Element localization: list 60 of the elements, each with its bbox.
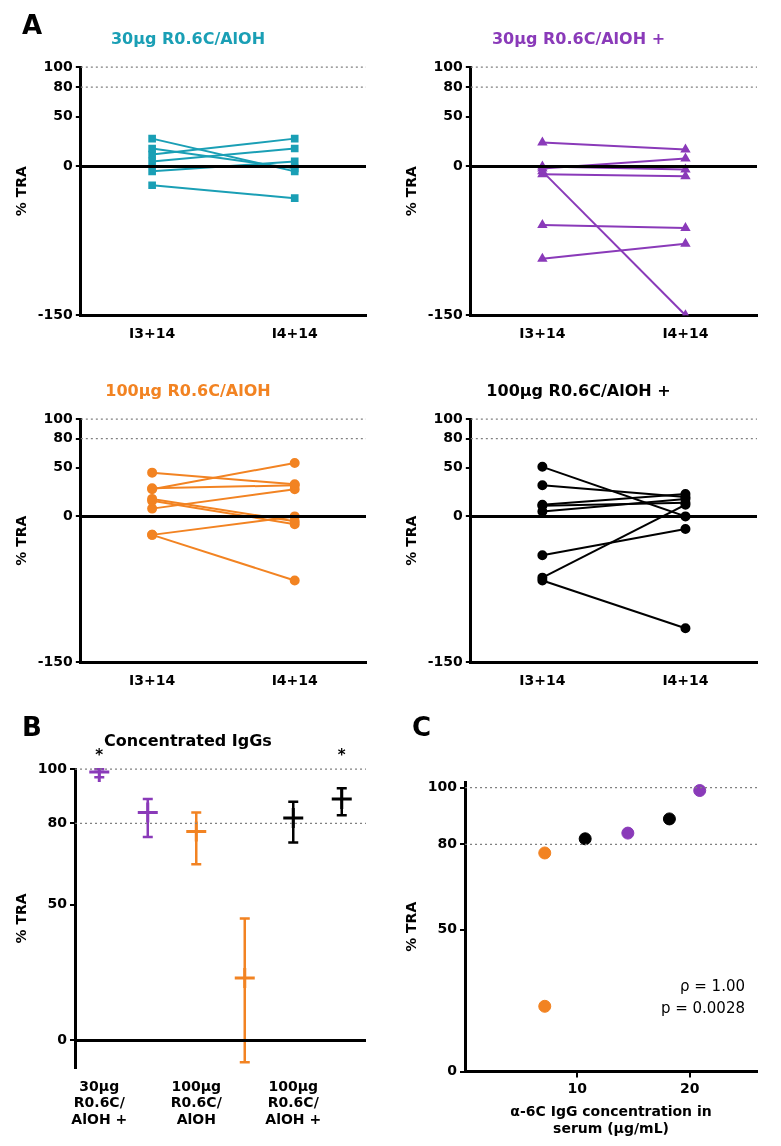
annotation: p = 0.0028 [660,999,745,1018]
x-tick-label: I4+14 [662,672,709,689]
chart-title: Concentrated IgGs [104,730,272,750]
y-tick-label: 80 [53,429,74,446]
y-tick-label: 0 [57,1031,68,1048]
text: B [22,711,42,742]
y-tick-label: 0 [63,507,74,524]
y-tick-label: 0 [453,157,464,174]
text: C [412,711,432,742]
y-tick-label: 100 [433,57,464,74]
y-tick-label: 100 [427,778,458,795]
chart-title: 100μg R0.6C/AlOH [105,380,271,400]
y-tick-label: 50 [47,895,68,912]
y-tick-label: -150 [37,305,74,322]
y-tick-label: 100 [433,409,464,426]
x-tick-label: 10 [567,1079,588,1096]
annotation: * [95,745,104,764]
y-tick-label: 100 [37,759,68,776]
y-tick-label: 0 [447,1062,458,1079]
chart-title: 30μg R0.6C/AlOH [110,28,266,48]
y-axis-title: % TRA [13,166,30,217]
y-tick-label: 80 [437,835,458,852]
x-tick-label: I3+14 [129,325,176,342]
x-tick-label: I4+14 [271,672,319,689]
y-tick-label: -150 [37,652,74,669]
y-tick-label: 50 [53,107,74,124]
x-tick-label: 100μg R0.6C/AlOH [170,1077,223,1128]
chart-title: 30μg R0.6C/AlOH + [491,28,666,48]
y-tick-label: 0 [63,157,74,174]
y-axis-title: % TRA [13,893,30,944]
y-tick-label: 100 [43,409,74,426]
x-tick-label: I3+14 [519,325,566,342]
y-tick-label: 80 [443,77,464,94]
y-axis-title: % TRA [403,515,420,566]
x-axis-title: α-6C IgG concentration in serum (μg/mL) [510,1103,712,1137]
x-tick-label: 20 [679,1079,700,1096]
y-tick-label: 50 [443,107,464,124]
x-tick-label: I4+14 [271,325,319,342]
x-tick-label: I4+14 [662,325,709,342]
y-tick-label: 50 [53,458,74,475]
y-tick-label: -150 [427,305,464,322]
chart-title: 100μg R0.6C/AlOH + [486,380,671,400]
y-axis-title: % TRA [13,515,30,566]
text: A [22,9,43,40]
y-tick-label: 80 [53,77,74,94]
x-tick-label: I3+14 [129,672,176,689]
y-tick-label: 50 [443,458,464,475]
y-tick-label: 100 [43,57,74,74]
annotation: ρ = 1.00 [679,977,745,996]
y-tick-label: 80 [443,429,464,446]
x-tick-label: I3+14 [519,672,566,689]
y-tick-label: 80 [47,814,68,831]
y-axis-title: % TRA [403,166,420,217]
y-tick-label: 50 [437,920,458,937]
y-axis-title: % TRA [403,901,420,952]
x-tick-label: 100μg R0.6C/AlOH + [265,1077,322,1128]
y-tick-label: -150 [427,652,464,669]
x-tick-label: 30μg R0.6C/AlOH + [71,1077,128,1128]
y-tick-label: 0 [453,507,464,524]
annotation: * [337,745,346,764]
